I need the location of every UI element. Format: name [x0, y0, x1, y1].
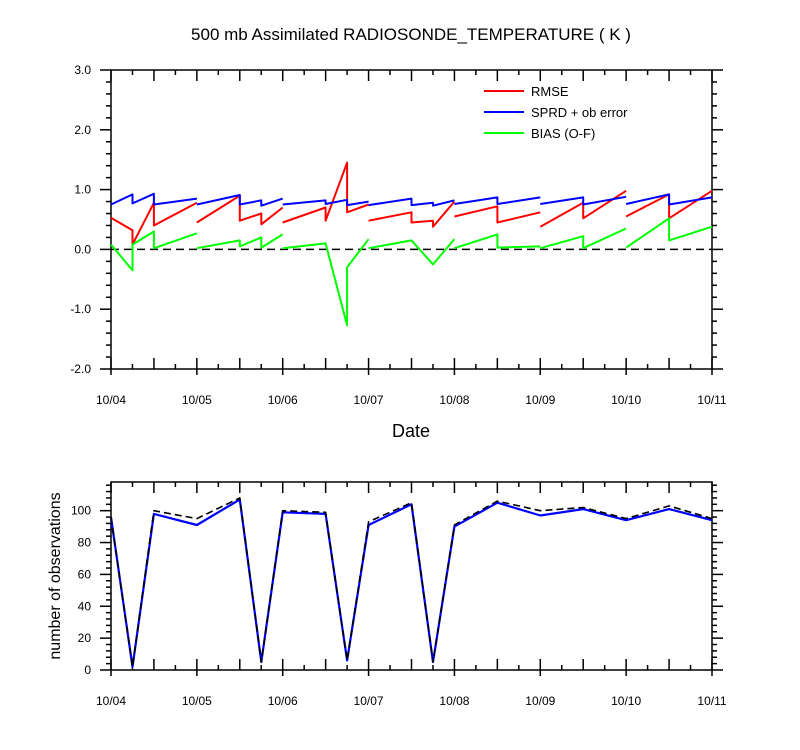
- series-sprd-ob-error-segment-3: [368, 197, 455, 207]
- series-sprd-ob-error-segment-6: [625, 193, 713, 206]
- bottom-y-tick-labels: 0 20 40 60 80 100: [71, 504, 91, 677]
- series-rmse-segment-7: [625, 189, 713, 220]
- x-tick-label: 10/07: [354, 393, 384, 407]
- x-tick-label: 10/11: [697, 694, 726, 708]
- series-bias-o-f-segment-2: [282, 238, 370, 327]
- x-tick-label: 10/09: [525, 694, 555, 708]
- y-tick-label: 100: [71, 504, 91, 518]
- y-tick-label: 3.0: [74, 63, 91, 77]
- x-tick-label: 10/11: [697, 393, 726, 407]
- series-bias-o-f-segment-3: [368, 238, 456, 266]
- x-tick-label: 10/08: [439, 393, 469, 407]
- series-rmse-segment-2: [196, 194, 284, 226]
- y-tick-label: 0.0: [74, 242, 91, 256]
- y-tick-label: 1.0: [74, 183, 91, 197]
- series-bias-o-f-segment-5: [540, 227, 627, 250]
- legend: RMSE SPRD + ob error BIAS (O-F): [484, 84, 628, 141]
- x-tick-label: 10/08: [439, 694, 469, 708]
- series-rmse-segment-6: [539, 189, 627, 228]
- series-sprd-ob-error-segment-2: [282, 198, 369, 207]
- legend-label-bias: BIAS (O-F): [531, 126, 595, 141]
- bottom-ticks: [100, 482, 723, 676]
- x-tick-label: 10/06: [268, 694, 298, 708]
- bottom-x-tick-labels: 10/04 10/05 10/06 10/07 10/08 10/09 10/10 10/11: [96, 694, 727, 708]
- series-sprd-ob-error-segment-4: [454, 196, 541, 205]
- top-y-tick-labels: -2.0 -1.0 0.0 1.0 2.0 3.0: [70, 63, 91, 376]
- y-tick-label: 20: [78, 631, 92, 645]
- y-tick-label: -1.0: [70, 302, 91, 316]
- x-tick-label: 10/05: [182, 694, 212, 708]
- series-sprd-ob-error-segment-1: [196, 194, 284, 207]
- y-tick-label: 60: [78, 567, 92, 581]
- x-tick-label: 10/04: [96, 393, 126, 407]
- y-axis-title-observations: number of observations: [47, 492, 64, 659]
- series-sprd-ob-error-segment-5: [540, 195, 627, 206]
- y-tick-label: 40: [78, 599, 92, 613]
- series-rmse-segment-1: [131, 201, 198, 246]
- x-axis-title: Date: [392, 421, 430, 441]
- y-tick-label: -2.0: [70, 362, 91, 376]
- series-bias-o-f-segment-1: [196, 233, 284, 250]
- x-tick-label: 10/09: [525, 393, 555, 407]
- top-x-tick-labels: 10/04 10/05 10/06 10/07 10/08 10/09 10/10 10/11: [96, 393, 727, 407]
- top-ticks: [100, 69, 723, 375]
- top-series-group: [110, 161, 713, 327]
- series-rmse-segment-4: [368, 200, 456, 228]
- y-tick-label: 0: [84, 663, 91, 677]
- x-tick-label: 10/05: [182, 393, 212, 407]
- series-sprd-ob-error-segment-0: [110, 192, 198, 206]
- series-observations-possible: [110, 497, 713, 668]
- series-rmse-segment-3: [282, 161, 369, 224]
- top-panel: -2.0-1.00.01.02.03.0 10/04 10/05 10/06 10/0…: [70, 63, 727, 441]
- series-bias-o-f-segment-6: [625, 217, 713, 249]
- x-tick-label: 10/10: [611, 694, 641, 708]
- x-tick-label: 10/10: [611, 393, 641, 407]
- legend-label-rmse: RMSE: [531, 84, 569, 99]
- series-observations-used: [109, 498, 713, 668]
- x-tick-label: 10/06: [268, 393, 298, 407]
- series-bias-o-f-segment-0: [110, 230, 198, 272]
- series-rmse-segment-0: [110, 216, 134, 245]
- x-tick-label: 10/07: [354, 694, 384, 708]
- legend-label-sprd: SPRD + ob error: [531, 105, 628, 120]
- x-tick-label: 10/04: [96, 694, 126, 708]
- y-tick-label: 2.0: [74, 123, 91, 137]
- chart-title: 500 mb Assimilated RADIOSONDE_TEMPERATUR…: [191, 25, 631, 44]
- bottom-series-group: [109, 497, 713, 668]
- y-tick-label: 80: [78, 536, 92, 550]
- series-rmse-segment-5: [454, 205, 541, 224]
- series-bias-o-f-segment-4: [454, 233, 541, 250]
